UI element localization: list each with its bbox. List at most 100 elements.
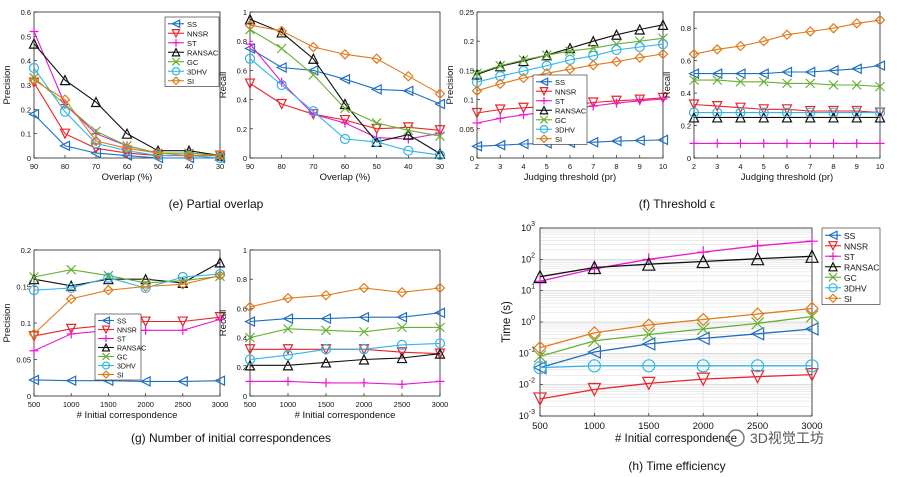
y-tick-base: 10 [519, 411, 529, 421]
data-point [471, 140, 483, 152]
y-tick-label: 102 [521, 252, 535, 264]
data-point [121, 127, 133, 139]
data-point [750, 326, 765, 341]
series-3dhv [688, 107, 886, 118]
legend-label: 3DHV [555, 125, 575, 134]
x-tick-label: 1500 [318, 400, 335, 409]
data-point [91, 126, 101, 137]
chart-e-recall: 90 80 70 60 50 40 30 0 0.2 0.4 0.6 0.8 1 Overlap (%) R… [218, 8, 446, 183]
data-point [611, 95, 622, 107]
series-line [250, 353, 441, 366]
x-tick-label: 30 [436, 162, 444, 171]
data-point [28, 328, 40, 340]
data-point [214, 150, 226, 161]
x-axis-label: Overlap (%) [320, 172, 371, 183]
series-nnsr [533, 367, 819, 407]
y-axis-label: Recall [662, 72, 673, 98]
data-point [396, 286, 408, 298]
legend-marker [828, 293, 838, 304]
series-3dhv [244, 53, 446, 161]
data-point [541, 50, 552, 61]
data-point [358, 282, 370, 294]
series-line [539, 328, 813, 369]
data-point [244, 316, 256, 328]
data-point [396, 352, 408, 364]
data-point [29, 26, 39, 36]
data-point [751, 317, 765, 330]
x-tick-label: 3000 [432, 400, 449, 409]
watermark: 3D视觉工坊 [727, 429, 824, 447]
data-point [750, 251, 765, 266]
y-tick-label: 0 [243, 154, 247, 163]
legend-marker [828, 272, 838, 282]
data-point [214, 268, 226, 280]
data-point [358, 344, 370, 355]
x-tick-label: 80 [277, 162, 285, 171]
series-line [694, 64, 881, 75]
data-point [177, 271, 188, 283]
series-si [533, 301, 819, 355]
chart-h-time: 500 1000 1500 2000 2500 300010-310-210-110010… [501, 221, 881, 445]
data-point [140, 282, 151, 294]
data-point [340, 118, 350, 128]
data-point [371, 118, 382, 128]
data-point [518, 54, 529, 65]
data-point [472, 118, 482, 128]
legend-label: RANSAC [117, 346, 146, 353]
data-point [244, 354, 256, 365]
data-point [358, 353, 370, 365]
y-tick-label: 0.05 [459, 125, 474, 134]
y-tick-exponent: -1 [529, 346, 535, 353]
legend-marker [101, 370, 111, 379]
data-point [396, 339, 408, 350]
data-point [587, 136, 599, 148]
data-point [612, 98, 621, 108]
legend-label: GC [555, 116, 567, 125]
x-tick-label: 40 [185, 162, 193, 171]
x-tick-label: 6 [785, 162, 789, 171]
y-tick-exponent: 3 [531, 221, 535, 228]
data-point [781, 107, 793, 118]
data-point [276, 43, 287, 54]
data-point [434, 347, 446, 359]
data-point [735, 40, 746, 52]
y-tick-label: 1 [243, 8, 247, 17]
data-point [435, 322, 445, 333]
data-point [805, 248, 819, 263]
x-axis-label: # Initial correspondence [295, 410, 396, 421]
data-point [65, 293, 77, 305]
y-tick-label: 10-1 [519, 346, 535, 358]
data-point [657, 39, 669, 50]
series-line [693, 103, 881, 114]
data-point [321, 325, 331, 336]
data-point [875, 81, 885, 92]
data-point [29, 272, 39, 282]
data-point [472, 68, 482, 79]
legend-label: SI [187, 77, 194, 86]
y-tick-base: 10 [521, 286, 531, 296]
watermark-icon [727, 429, 745, 447]
charts-layer: 90 80 70 60 50 40 3000.10.20.30.40.50.6Overlap… [2, 8, 886, 445]
legend-marker [101, 342, 111, 352]
data-point [634, 36, 645, 47]
data-point [178, 325, 188, 335]
data-point [471, 68, 483, 80]
y-tick-label: 0.2 [21, 105, 31, 114]
y-tick-label: 0.2 [237, 363, 247, 372]
series-gc [472, 33, 668, 79]
data-point [611, 39, 622, 50]
data-point [587, 359, 602, 373]
data-point [828, 105, 839, 117]
data-point [587, 334, 601, 348]
data-point [358, 311, 370, 323]
data-point [874, 107, 886, 118]
legend-label: NNSR [187, 29, 209, 38]
y-axis-label: Precision [445, 65, 456, 104]
legend-label: SI [844, 294, 852, 304]
data-point [370, 83, 382, 95]
data-point [688, 48, 700, 60]
legend-marker [827, 261, 839, 272]
data-point [688, 107, 700, 118]
data-point [215, 314, 225, 324]
